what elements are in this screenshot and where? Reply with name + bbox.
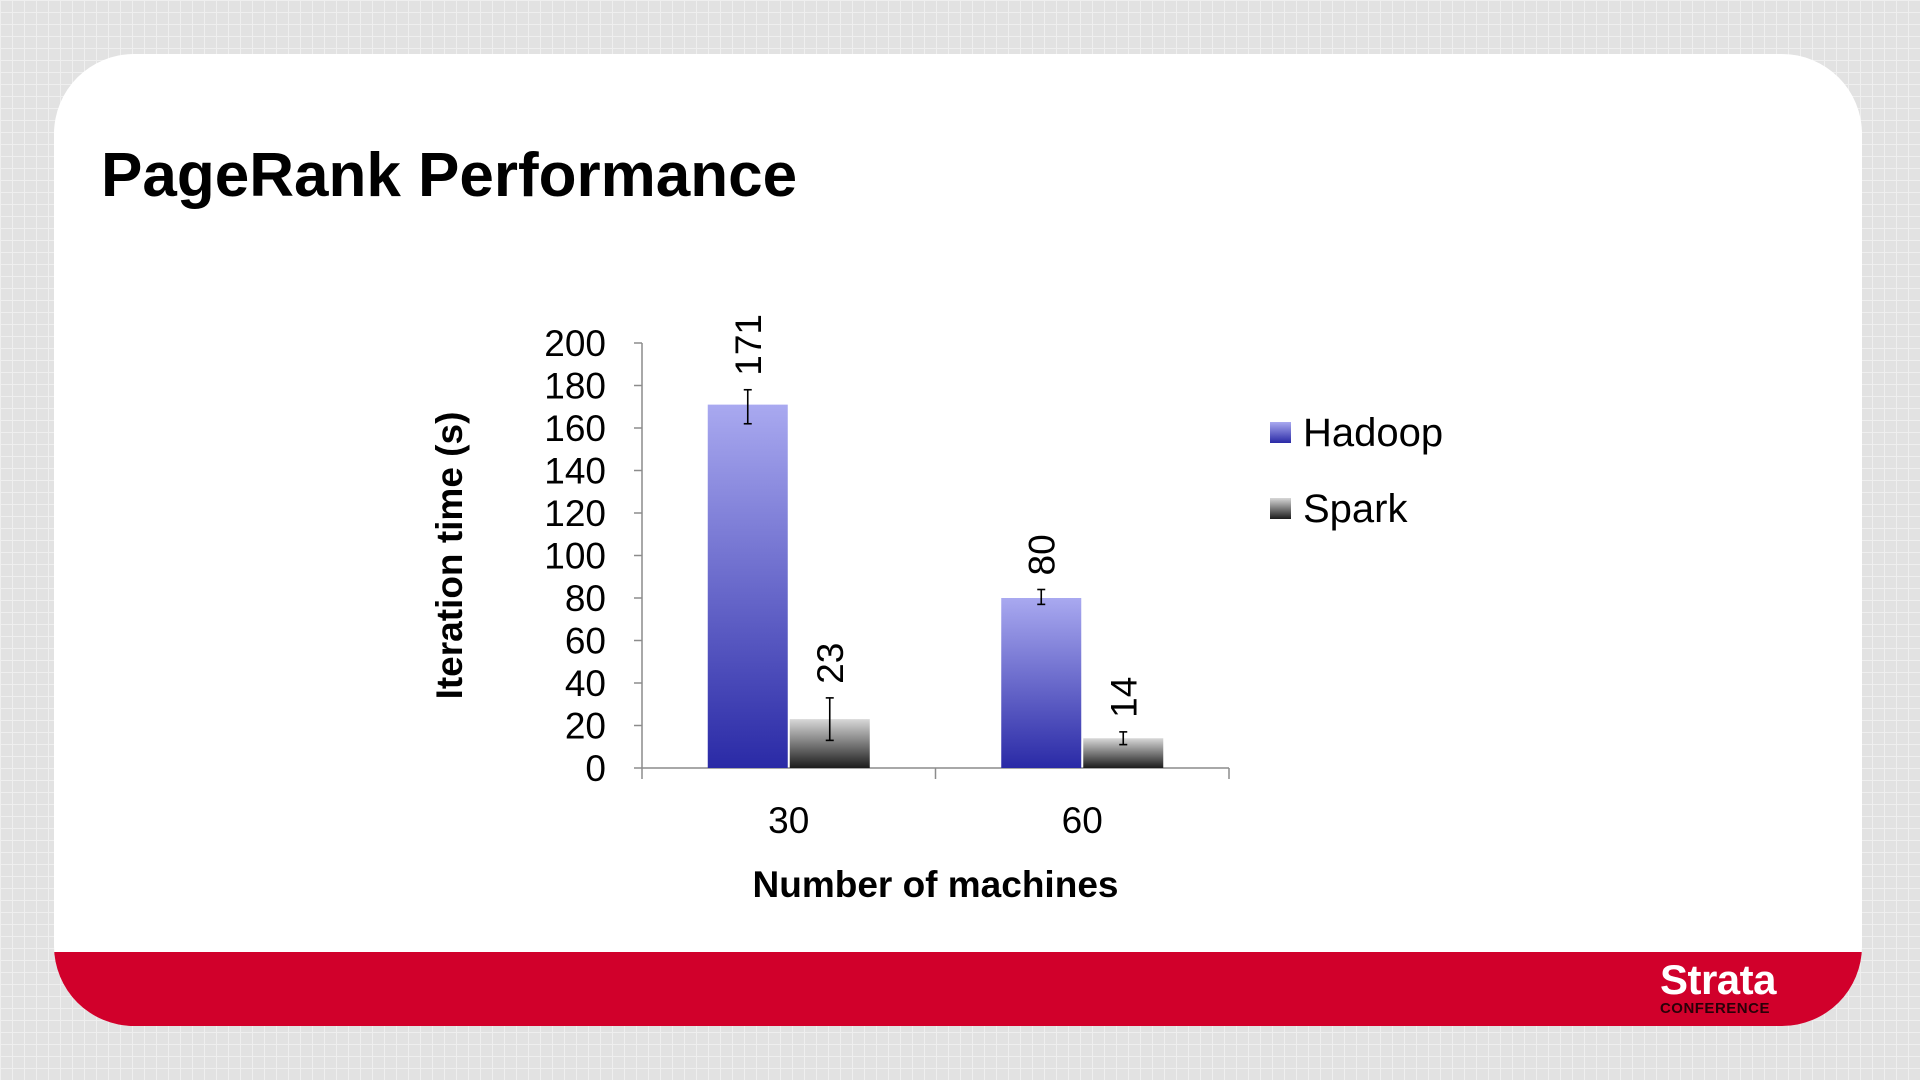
legend-swatch-spark xyxy=(1270,498,1291,519)
bar-hadoop-60 xyxy=(1001,598,1082,768)
y-tick-label: 60 xyxy=(565,621,606,662)
data-label: 23 xyxy=(810,643,851,684)
legend-swatch-hadoop xyxy=(1270,422,1291,443)
y-tick-label: 100 xyxy=(544,536,606,577)
y-tick-label: 140 xyxy=(544,451,606,492)
y-tick-label: 40 xyxy=(565,663,606,704)
slide: PageRank Performance Strata CONFERENCE xyxy=(54,54,1862,1026)
y-tick-label: 160 xyxy=(544,408,606,449)
strata-logo: Strata CONFERENCE xyxy=(1659,956,1777,1017)
logo-sub-text: CONFERENCE xyxy=(1659,1000,1770,1017)
legend-label-spark: Spark xyxy=(1303,487,1408,531)
bar-hadoop-30 xyxy=(707,404,788,768)
data-label: 80 xyxy=(1021,534,1062,575)
y-tick-label: 0 xyxy=(585,748,606,789)
y-tick-label: 120 xyxy=(544,493,606,534)
y-tick-label: 180 xyxy=(544,366,606,407)
x-axis-title: Number of machines xyxy=(753,864,1119,905)
legend-label-hadoop: Hadoop xyxy=(1303,411,1443,455)
y-axis-title: Iteration time (s) xyxy=(429,412,470,700)
y-tick-label: 80 xyxy=(565,578,606,619)
slide-title: PageRank Performance xyxy=(101,141,798,210)
x-tick-label: 60 xyxy=(1062,800,1103,841)
x-tick-label: 30 xyxy=(768,800,809,841)
data-label: 14 xyxy=(1103,677,1144,718)
footer-band xyxy=(54,952,1862,1026)
logo-main-text: Strata xyxy=(1659,956,1777,1003)
data-label: 171 xyxy=(728,314,769,376)
y-tick-label: 200 xyxy=(544,323,606,364)
y-tick-label: 20 xyxy=(565,706,606,747)
